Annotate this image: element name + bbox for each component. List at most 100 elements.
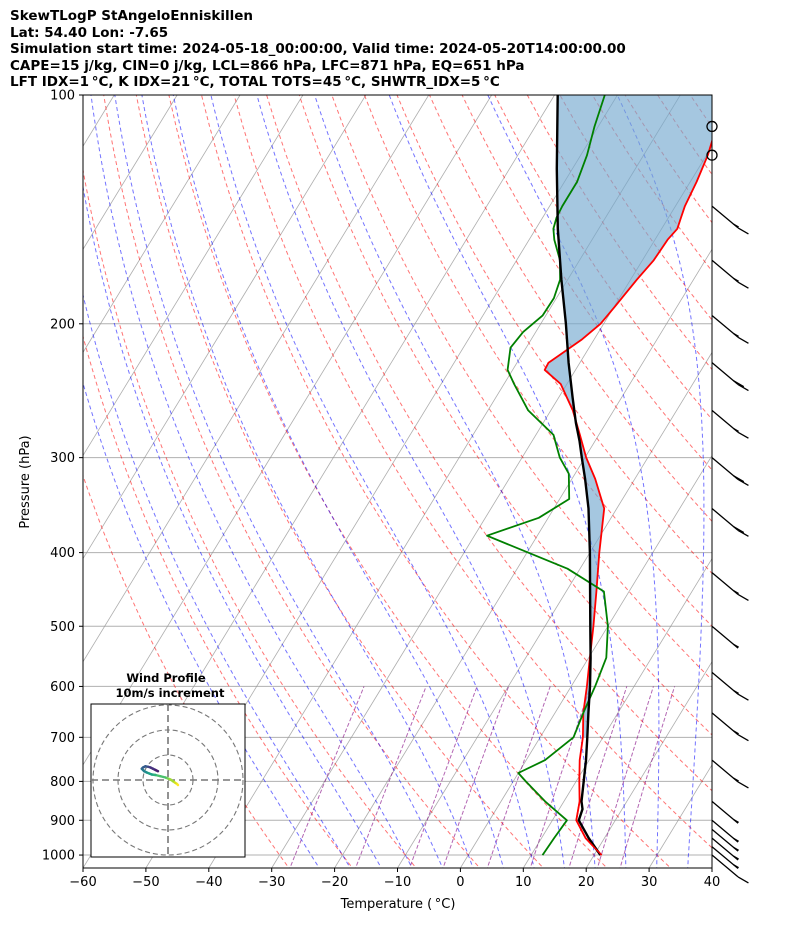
mixing-ratio-line — [596, 686, 654, 868]
barb-full-flag — [737, 781, 749, 789]
barb-full-flag — [737, 336, 749, 344]
y-tick-label: 400 — [50, 546, 75, 561]
y-tick-label: 1000 — [42, 849, 75, 864]
barb-staff — [711, 854, 739, 878]
wind-barb — [711, 837, 739, 861]
wind-barb — [711, 712, 749, 742]
wind-barb — [711, 508, 749, 537]
wind-barb — [711, 671, 749, 701]
cape-fill — [544, 95, 712, 738]
wind-barb — [711, 759, 749, 789]
mixing-ratio-line — [619, 686, 676, 868]
x-tick-label: 30 — [641, 875, 658, 890]
y-tick-label: 600 — [50, 680, 75, 695]
mixing-ratio-line — [409, 686, 478, 868]
barb-half-flag — [733, 730, 739, 735]
axes: −60 −50 −40 −30 −20 −10 0 10 20 30 40 1000 900 800 700… — [42, 89, 720, 891]
moist-adiabat — [172, 95, 505, 868]
wind-barb — [711, 800, 739, 824]
moist-adiabat — [83, 184, 382, 868]
barb-full-flag — [737, 693, 749, 701]
barb-full-flag — [737, 478, 749, 487]
hodograph-segment — [154, 768, 160, 773]
y-tick-label: 100 — [50, 89, 75, 104]
wind-barb — [711, 819, 739, 843]
data-layer — [486, 95, 712, 856]
dewpoint-profile — [486, 95, 609, 856]
dry-adiabat — [788, 95, 794, 871]
barb-full-flag — [737, 876, 749, 884]
wind-barb — [711, 828, 739, 852]
barb-full-flag — [737, 227, 749, 235]
isotherm-line — [83, 95, 304, 457]
moist-adiabat — [616, 95, 705, 868]
temperature-profile — [543, 138, 712, 856]
wind-barb — [711, 409, 749, 439]
moist-adiabat — [114, 95, 444, 868]
dry-adiabat — [201, 95, 672, 868]
wind-barb — [711, 572, 749, 602]
barb-half-flag — [733, 689, 739, 694]
barb-full-flag — [737, 529, 749, 537]
moist-adiabat — [314, 95, 596, 868]
isotherm-line — [522, 557, 712, 868]
barb-half-flag — [733, 332, 739, 337]
wind-barb — [711, 314, 749, 344]
dry-adiabat — [461, 95, 712, 471]
dry-adiabat — [233, 95, 712, 849]
wind-barbs — [706, 120, 749, 884]
title-line-5: LFT IDX=1 °C, K IDX=21 °C, TOTAL TOTS=45… — [10, 74, 500, 91]
moist-adiabat — [83, 292, 351, 868]
mixing-ratio-line — [568, 686, 628, 868]
calm-wind-circle — [706, 149, 718, 161]
barb-half-flag — [733, 223, 739, 228]
moist-adiabat — [141, 95, 474, 868]
barb-half-flag — [733, 427, 739, 432]
wind-barb — [711, 625, 739, 649]
barb-full-flag — [737, 281, 749, 289]
dry-adiabat — [83, 334, 354, 868]
dry-adiabat — [689, 95, 712, 128]
x-tick-label: 40 — [704, 875, 721, 890]
x-tick-label: −50 — [132, 875, 159, 890]
isotherm-line — [83, 95, 430, 663]
moist-adiabat — [83, 381, 320, 868]
hodograph-title: Wind Profile — [126, 671, 206, 685]
barb-half-flag — [733, 777, 739, 782]
barb-full-flag — [733, 525, 745, 534]
y-tick-label: 300 — [50, 451, 75, 466]
moist-adiabat — [388, 95, 627, 868]
barb-half-flag — [733, 277, 739, 282]
temperature-surface-segment — [575, 801, 603, 856]
calm-wind-circle — [706, 120, 718, 133]
barb-half-flag — [733, 846, 739, 851]
mixing-ratio-line — [355, 686, 427, 868]
y-axis-label: Pressure (hPa) — [18, 435, 33, 528]
wind-barb — [706, 149, 718, 161]
title-line-3: Simulation start time: 2024-05-18_00:00:… — [10, 41, 626, 58]
x-tick-label: −20 — [321, 875, 348, 890]
isotherm-line — [585, 661, 712, 868]
barb-full-flag — [733, 475, 745, 483]
wind-barb — [711, 259, 749, 289]
wind-barb — [706, 120, 718, 133]
dry-adiabat — [723, 95, 794, 871]
x-axis-label: Temperature ( °C) — [340, 897, 456, 912]
wind-barb — [711, 457, 749, 487]
x-tick-label: 20 — [578, 875, 595, 890]
isotherm-line — [397, 351, 712, 868]
barb-full-flag — [733, 380, 745, 388]
barb-half-flag — [733, 590, 739, 595]
y-tick-label: 200 — [50, 317, 75, 332]
parcel-profile — [555, 95, 602, 856]
barb-half-flag — [733, 864, 739, 869]
chart-title: SkewTLogP StAngeloEnniskillen Lat: 54.40… — [10, 8, 626, 91]
barb-full-flag — [737, 593, 749, 602]
dry-adiabat — [103, 95, 481, 868]
title-line-2: Lat: 54.40 Lon: -7.65 — [10, 24, 169, 41]
dry-adiabat — [135, 95, 545, 868]
hodograph-plot — [91, 704, 245, 857]
isotherm-line — [460, 454, 712, 868]
x-tick-label: 0 — [456, 875, 464, 890]
